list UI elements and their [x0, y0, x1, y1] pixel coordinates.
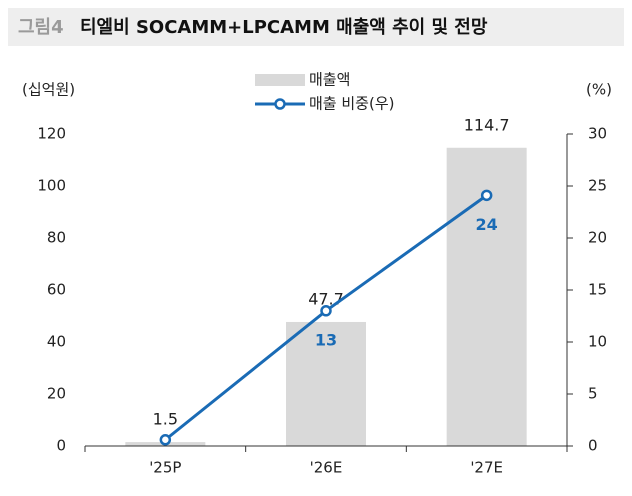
- title-bar: [8, 8, 624, 46]
- x-tick-label: '26E: [310, 459, 343, 477]
- y2-tick-label: 20: [588, 229, 607, 247]
- y2-tick-label: 0: [588, 437, 598, 455]
- y2-axis-label: (%): [586, 81, 612, 99]
- x-tick-label: '27E: [470, 459, 503, 477]
- y-tick-label: 40: [47, 333, 66, 351]
- y2-tick-label: 30: [588, 125, 607, 143]
- y2-tick-label: 25: [588, 177, 607, 195]
- bar-value-label: 114.7: [464, 115, 510, 134]
- bar-value-label: 1.5: [153, 410, 178, 429]
- y2-tick-label: 10: [588, 333, 607, 351]
- line-point: [320, 305, 332, 317]
- bar: [286, 321, 366, 446]
- y2-tick-label: 5: [588, 385, 598, 403]
- legend-label: 매출 비중(우): [309, 95, 394, 113]
- line-point: [480, 189, 493, 202]
- y2-tick-label: 15: [588, 281, 607, 299]
- line-value-label: 24: [476, 215, 498, 234]
- legend-label: 매출액: [309, 71, 350, 89]
- figure-label: 그림4: [18, 17, 64, 38]
- y-tick-label: 60: [47, 281, 66, 299]
- legend-swatch: [255, 74, 305, 86]
- y-tick-label: 120: [37, 125, 66, 143]
- line-point: [159, 434, 172, 446]
- legend-marker: [274, 98, 286, 110]
- y-axis-label: (십억원): [22, 81, 75, 99]
- y-tick-label: 100: [37, 177, 66, 195]
- x-tick-label: '25P: [149, 459, 181, 477]
- line-value-label: 13: [315, 330, 337, 349]
- chart-title: 티엘비 SOCAMM+LPCAMM 매출액 추이 및 전망: [80, 17, 488, 38]
- y-tick-label: 20: [47, 385, 66, 403]
- y-tick-label: 0: [56, 437, 66, 455]
- y-tick-label: 80: [47, 229, 66, 247]
